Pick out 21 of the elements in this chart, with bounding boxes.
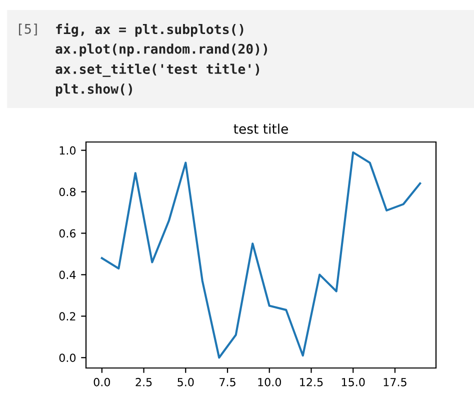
- y-tick-label: 0.2: [59, 312, 76, 321]
- x-tick-label: 2.5: [136, 378, 152, 386]
- x-tick-label: 5.0: [178, 378, 194, 386]
- x-tick-label: 15.0: [342, 378, 365, 386]
- text: plt.show(): [56, 84, 132, 96]
- y-tick-label: 0.4: [59, 270, 76, 280]
- text: ax.set_title('test title'): [56, 63, 260, 77]
- y-tick-label: 1.0: [60, 146, 76, 155]
- line-series: [100, 151, 422, 359]
- x-tick-label: 0.0: [94, 378, 110, 386]
- text: ax.plot(np.random.rand(20)): [56, 44, 268, 56]
- x-tick-label: 17.5: [384, 378, 406, 386]
- y-tick-label: 0.6: [59, 229, 76, 238]
- y-tick-label: 0.8: [59, 188, 76, 196]
- text: fig, ax = plt.subplots(): [56, 23, 244, 37]
- x-tick-label: 7.5: [220, 378, 236, 386]
- x-tick-label: 10.0: [258, 378, 282, 386]
- chart-title: test title: [234, 124, 288, 134]
- text: [5]: [18, 24, 37, 36]
- y-tick-label: 0.0: [59, 354, 76, 362]
- x-tick-label: 12.5: [300, 378, 323, 386]
